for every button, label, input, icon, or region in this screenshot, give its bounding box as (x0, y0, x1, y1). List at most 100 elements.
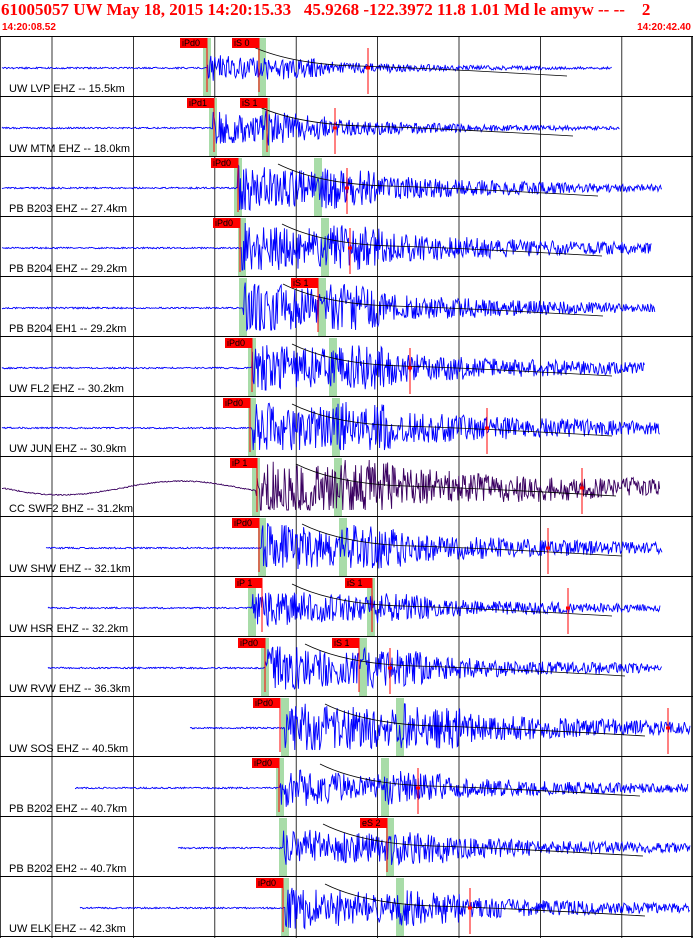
end-time: 14:20:42.40 (637, 22, 691, 33)
station-label: PB B204 EHZ -- 29.2km (9, 263, 127, 275)
pick-marker[interactable]: iS 0 (232, 38, 260, 92)
pick-box (235, 578, 262, 588)
start-time: 14:20:08.52 (2, 22, 56, 33)
trace-row[interactable]: iPd0 UW SOS EHZ -- 40.5km (0, 696, 693, 757)
pick-marker[interactable]: iS 1 (240, 98, 268, 152)
trace-row[interactable]: eS 2 PB B202 EH2 -- 40.7km (0, 816, 693, 877)
pick-label: iPd0 (234, 518, 252, 528)
pick-marker[interactable]: iS 1 (345, 578, 373, 632)
pick-marker[interactable]: iPd0 (180, 38, 208, 92)
pick-marker[interactable]: iPd0 (238, 638, 266, 692)
pick-marker[interactable]: iS 1 (291, 278, 319, 332)
arrival-band (238, 218, 246, 276)
trace-row[interactable]: iS 1 PB B204 EH1 -- 29.2km (0, 276, 693, 337)
coda-curve (252, 103, 574, 137)
pick-marker[interactable]: iP 1 (230, 458, 258, 512)
arrival-band (314, 158, 322, 216)
coda-curve (295, 463, 617, 497)
waveform (1, 222, 652, 271)
arrival-band (239, 278, 247, 336)
station-label: UW JUN EHZ -- 30.9km (9, 443, 126, 455)
trace-row[interactable]: iPd0 UW JUN EHZ -- 30.9km (0, 396, 693, 457)
pick-box (252, 758, 279, 768)
station-label: UW MTM EHZ -- 18.0km (9, 143, 130, 155)
arrival-band (281, 698, 289, 756)
trace-row[interactable]: iPd0 PB B202 EHZ -- 40.7km (0, 756, 693, 817)
pick-label: iS 1 (347, 578, 363, 588)
trace-row[interactable]: iPd0 UW FL2 EHZ -- 30.2km (0, 336, 693, 397)
pick-marker[interactable]: iPd0 (256, 878, 284, 932)
pick-marker[interactable]: iPd1 (187, 98, 215, 152)
pick-label: iPd0 (215, 218, 233, 228)
coda-curve (319, 763, 641, 797)
pick-marker[interactable]: iPd0 (213, 218, 241, 272)
pick-box (345, 578, 372, 588)
pick-label: iPd0 (240, 638, 258, 648)
station-label: PB B204 EH1 -- 29.2km (9, 323, 126, 335)
trace-row[interactable]: iPd0 iS 1 UW RVW EHZ -- 36.3km (0, 636, 693, 697)
waveform (47, 646, 662, 690)
pick-marker[interactable]: iP 1 (235, 578, 263, 632)
coda-curve (246, 43, 568, 77)
pick-box (180, 38, 207, 48)
coda-curve (291, 403, 613, 437)
trace-row[interactable]: iPd0 UW SHW EHZ -- 32.1km (0, 516, 693, 577)
waveform (1, 164, 663, 211)
trace-row[interactable]: iPd0 PB B203 EHZ -- 27.4km (0, 156, 693, 217)
pick-label: iPd0 (255, 698, 273, 708)
pick-box (232, 518, 259, 528)
pick-box (223, 398, 250, 408)
pick-label: iS 1 (293, 278, 309, 288)
coda-curve (291, 583, 613, 617)
waveform (79, 887, 690, 930)
station-label: UW FL2 EHZ -- 30.2km (9, 383, 124, 395)
station-label: CC SWF2 BHZ -- 31.2km (9, 503, 133, 515)
arrival-band (258, 38, 266, 96)
pick-label: iPd0 (254, 758, 272, 768)
pick-label: iPd0 (227, 338, 245, 348)
arrival-band (252, 458, 260, 516)
arrival-band (321, 218, 329, 276)
trace-row[interactable]: iP 1 CC SWF2 BHZ -- 31.2km (0, 456, 693, 517)
arrival-band (318, 278, 326, 336)
pick-box (360, 818, 387, 828)
pick-box (332, 638, 359, 648)
pick-marker[interactable]: iPd0 (232, 518, 260, 572)
trace-row[interactable]: iPd0 PB B204 EHZ -- 29.2km (0, 216, 693, 277)
waveform (2, 459, 661, 511)
pick-marker[interactable]: iPd0 (253, 698, 281, 752)
coda-curve (324, 883, 646, 917)
pick-marker[interactable]: iPd0 (211, 158, 239, 212)
pick-box (253, 698, 280, 708)
trace-row[interactable]: iPd0 iS 0 UW LVP EHZ -- 15.5km (0, 36, 693, 97)
coda-curve (304, 643, 626, 677)
pick-marker[interactable]: iPd0 (223, 398, 251, 452)
coda-curve (282, 283, 604, 317)
pick-label: iS 1 (334, 638, 350, 648)
arrival-band (334, 458, 342, 516)
pick-marker[interactable]: eS 2 (360, 818, 388, 872)
pick-marker[interactable]: iS 1 (332, 638, 360, 692)
waveform (1, 345, 645, 391)
station-label: PB B202 EH2 -- 40.7km (9, 863, 126, 875)
seismogram-panel: iPd0 iS 0 UW LVP EHZ -- 15.5km iPd1 iS 1 UW M… (0, 36, 693, 938)
pick-label: iPd0 (225, 398, 243, 408)
pick-box (232, 38, 259, 48)
station-label: UW LVP EHZ -- 15.5km (9, 83, 125, 95)
pick-box (291, 278, 318, 288)
trace-row[interactable]: iP 1 iS 1 UW HSR EHZ -- 32.2km (0, 576, 693, 637)
pick-marker[interactable]: iPd0 (225, 338, 253, 392)
pick-label: iPd0 (182, 38, 200, 48)
station-label: UW RVW EHZ -- 36.3km (9, 683, 130, 695)
pick-box (213, 218, 240, 228)
trace-row[interactable]: iPd1 iS 1 UW MTM EHZ -- 18.0km (0, 96, 693, 157)
pick-label: iPd1 (189, 98, 207, 108)
pick-box (211, 158, 238, 168)
coda-curve (277, 163, 599, 197)
arrival-band (332, 398, 340, 456)
trace-row[interactable]: iPd0 UW ELK EHZ -- 42.3km (0, 876, 693, 937)
pick-box (240, 98, 267, 108)
pick-marker[interactable]: iPd0 (252, 758, 280, 812)
waveform (177, 829, 691, 866)
coda-curve (301, 523, 623, 557)
